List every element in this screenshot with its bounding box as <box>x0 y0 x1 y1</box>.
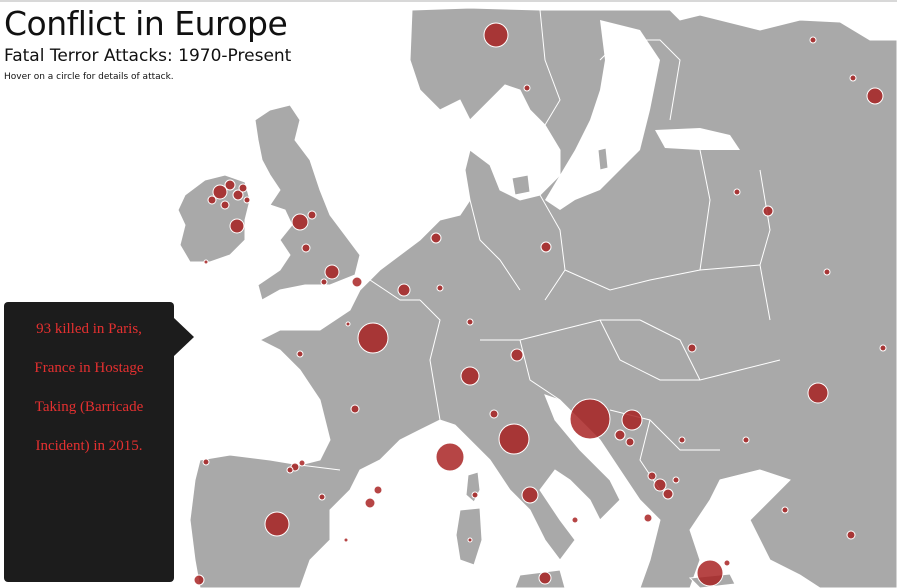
attack-circle[interactable] <box>466 318 474 326</box>
tooltip-line: Taking (Barricade <box>34 399 144 415</box>
attack-circle[interactable] <box>436 284 444 292</box>
map-header: Conflict in Europe Fatal Terror Attacks:… <box>4 4 292 83</box>
attack-circle[interactable] <box>296 350 304 358</box>
tooltip-arrow <box>174 318 194 356</box>
page-title: Conflict in Europe <box>4 4 288 43</box>
attack-circle[interactable] <box>762 205 774 217</box>
attack-circle[interactable] <box>621 409 643 431</box>
land-layer <box>177 7 897 588</box>
attack-circle[interactable] <box>809 36 817 44</box>
attack-circle[interactable] <box>460 366 480 386</box>
attack-circle[interactable] <box>298 459 306 467</box>
tooltip-line: Incident) in 2015. <box>35 438 143 454</box>
attack-circle[interactable] <box>343 537 349 543</box>
ireland <box>177 174 251 263</box>
attack-circle[interactable] <box>397 283 411 297</box>
attack-circle[interactable] <box>569 398 611 440</box>
attack-circle[interactable] <box>435 442 465 472</box>
attack-circle[interactable] <box>662 488 674 500</box>
attack-circle[interactable] <box>846 530 856 540</box>
attack-circle[interactable] <box>696 559 724 587</box>
attack-circle[interactable] <box>212 184 228 200</box>
attack-circle[interactable] <box>498 423 530 455</box>
attack-circle[interactable] <box>345 321 351 327</box>
attack-circle[interactable] <box>364 497 376 509</box>
attack-circle[interactable] <box>220 200 230 210</box>
attack-circle[interactable] <box>467 537 473 543</box>
gulf-of-finland <box>655 128 740 150</box>
attack-circle[interactable] <box>879 344 887 352</box>
top-rule <box>0 0 897 2</box>
attack-circle[interactable] <box>320 278 328 286</box>
attack-circle[interactable] <box>510 348 524 362</box>
baltic-sea <box>545 20 660 210</box>
attack-circle[interactable] <box>538 571 552 585</box>
attack-circle[interactable] <box>723 559 731 567</box>
attack-circle[interactable] <box>653 478 667 492</box>
attack-circle[interactable] <box>324 264 340 280</box>
page-subtitle: Fatal Terror Attacks: 1970-Present <box>4 46 292 66</box>
country-borders <box>299 9 781 491</box>
attack-circle[interactable] <box>823 268 831 276</box>
sardinia <box>455 507 483 566</box>
attack-circle[interactable] <box>264 511 290 537</box>
zealand <box>511 174 531 196</box>
attack-circle[interactable] <box>614 429 626 441</box>
attack-circle[interactable] <box>291 213 309 231</box>
attack-circle[interactable] <box>471 491 479 499</box>
attack-circle[interactable] <box>687 343 697 353</box>
attack-circle[interactable] <box>350 404 360 414</box>
attack-circle[interactable] <box>430 232 442 244</box>
attack-circle[interactable] <box>571 516 579 524</box>
attack-tooltip: 93 killed in Paris, France in Hostage Ta… <box>4 302 174 582</box>
attack-circle[interactable] <box>647 471 657 481</box>
attack-circle[interactable] <box>742 436 750 444</box>
attack-circle[interactable] <box>351 276 363 288</box>
attack-circle[interactable] <box>523 84 531 92</box>
attack-circle[interactable] <box>301 243 311 253</box>
attack-circle[interactable] <box>643 513 653 523</box>
attack-circle[interactable] <box>781 506 789 514</box>
attack-circle[interactable] <box>193 574 205 586</box>
attack-circle[interactable] <box>243 196 251 204</box>
attack-circle[interactable] <box>224 179 236 191</box>
attack-circle[interactable] <box>238 183 248 193</box>
attack-circle[interactable] <box>678 436 686 444</box>
attack-circle[interactable] <box>849 74 857 82</box>
attack-circle[interactable] <box>229 218 245 234</box>
attack-circle[interactable] <box>357 322 389 354</box>
attack-circle[interactable] <box>540 241 552 253</box>
attack-circle[interactable] <box>866 87 884 105</box>
tooltip-line: 93 killed in Paris, <box>36 321 142 337</box>
hover-hint: Hover on a circle for details of attack. <box>4 72 174 82</box>
attack-circle[interactable] <box>202 458 210 466</box>
attack-circle[interactable] <box>807 382 829 404</box>
attack-circle[interactable] <box>625 437 635 447</box>
attack-circles[interactable] <box>193 22 887 587</box>
attack-circle[interactable] <box>672 476 680 484</box>
attack-circle[interactable] <box>307 210 317 220</box>
attack-circle[interactable] <box>489 409 499 419</box>
tooltip-line: France in Hostage <box>34 360 144 376</box>
great-britain <box>254 104 361 301</box>
attack-circle[interactable] <box>286 466 294 474</box>
attack-circle[interactable] <box>203 259 209 265</box>
attack-circle[interactable] <box>207 195 217 205</box>
attack-circle[interactable] <box>232 189 244 201</box>
attack-circle[interactable] <box>318 493 326 501</box>
attack-circle[interactable] <box>373 485 383 495</box>
gotland <box>597 147 609 171</box>
attack-circle[interactable] <box>733 188 741 196</box>
attack-circle[interactable] <box>483 22 509 48</box>
attack-circle[interactable] <box>521 486 539 504</box>
mainland-europe <box>189 7 897 588</box>
